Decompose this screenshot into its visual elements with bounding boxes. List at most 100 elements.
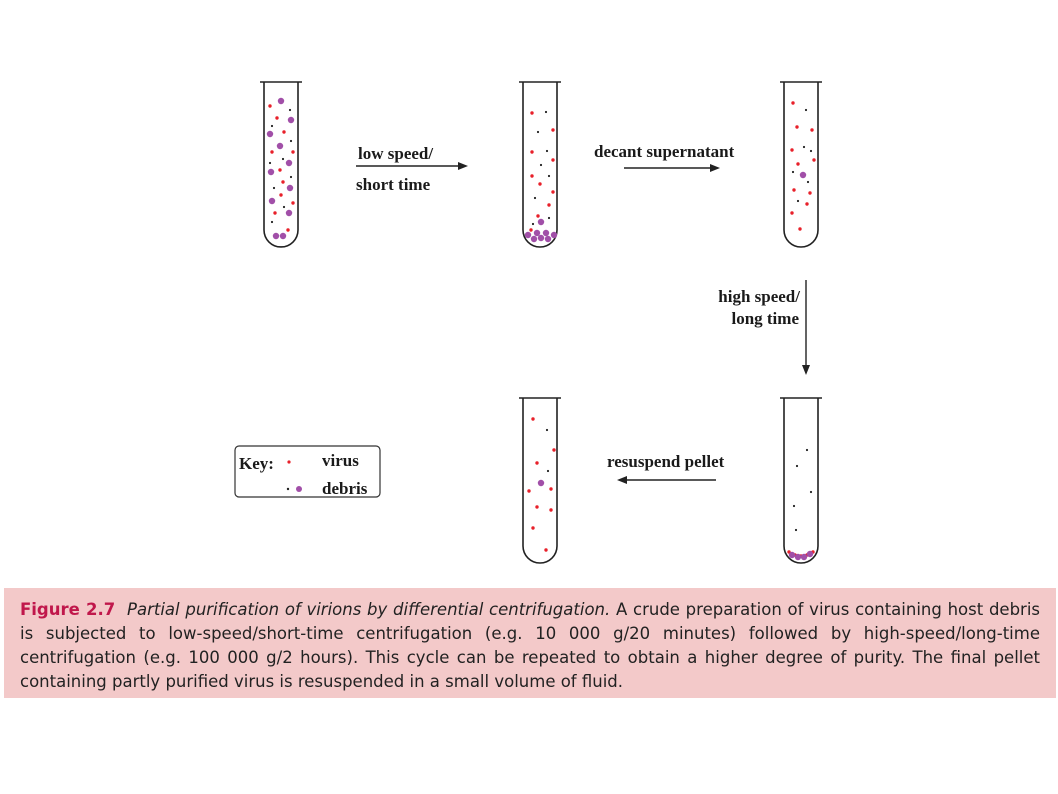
debris-fragment [289, 139, 293, 143]
debris-particle [806, 550, 814, 558]
virus-particle [791, 101, 795, 105]
debris-fragment [545, 428, 549, 432]
arrow-high-speed [802, 280, 810, 375]
debris-particle [268, 197, 276, 205]
debris-particle [287, 116, 295, 124]
virus-particle [547, 203, 551, 207]
tube-resuspended [519, 397, 561, 564]
tube-crude-preparation [260, 81, 302, 248]
virus-particle [275, 116, 279, 120]
virus-particle [268, 104, 272, 108]
debris-particle [799, 171, 807, 179]
virus-particle [808, 191, 812, 195]
arrow-resuspend [617, 476, 716, 484]
debris-fragment [792, 504, 796, 508]
virus-particle [549, 487, 553, 491]
debris-fragment [805, 448, 809, 452]
debris-particle [524, 231, 532, 239]
debris-particle [286, 184, 294, 192]
virus-particle [279, 193, 283, 197]
debris-fragment [795, 464, 799, 468]
virus-particle [792, 188, 796, 192]
virus-particle [530, 174, 534, 178]
debris-fragment [547, 174, 551, 178]
debris-fragment [281, 157, 285, 161]
virus-particle [531, 417, 535, 421]
debris-particle [276, 142, 284, 150]
virus-particle [790, 211, 794, 215]
debris-particle [544, 235, 552, 243]
virus-particle [530, 111, 534, 115]
virus-particle [291, 150, 295, 154]
virus-particle [281, 180, 285, 184]
debris-fragment [289, 175, 293, 179]
virus-particle [551, 158, 555, 162]
debris-fragment [270, 124, 274, 128]
label-high-speed: high speed/ [718, 287, 800, 306]
virus-particle [549, 508, 553, 512]
virus-particle [551, 128, 555, 132]
debris-fragment [809, 490, 813, 494]
figure-label: Figure 2.7 [20, 600, 116, 619]
debris-fragment [806, 180, 810, 184]
debris-fragment [536, 130, 540, 134]
debris-fragment [804, 108, 808, 112]
debris-fragment [270, 220, 274, 224]
tube-after-low-speed-particles [524, 110, 558, 243]
key-debris-label: debris [322, 479, 368, 498]
debris-fragment [544, 110, 548, 114]
virus-particle [552, 448, 556, 452]
tube-supernatant [780, 81, 822, 248]
debris-fragment [539, 163, 543, 167]
virus-particle [273, 211, 277, 215]
virus-particle [812, 158, 816, 162]
virus-particle [544, 548, 548, 552]
virus-particle [536, 214, 540, 218]
virus-particle [527, 489, 531, 493]
virus-particle [805, 202, 809, 206]
virus-particle [286, 228, 290, 232]
debris-fragment [802, 145, 806, 149]
debris-particle [533, 229, 541, 237]
virus-particle [270, 150, 274, 154]
virus-particle [535, 461, 539, 465]
debris-fragment [272, 186, 276, 190]
figure-caption-body: A crude preparation of virus containing … [20, 600, 1041, 691]
debris-particle [285, 209, 293, 217]
virus-particle [810, 128, 814, 132]
tube-after-high-speed [780, 397, 822, 564]
tube-resuspended-particles [527, 417, 556, 552]
virus-particle [795, 125, 799, 129]
virus-particle [291, 201, 295, 205]
key-virus-label: virus [322, 451, 359, 470]
debris-particle [272, 232, 280, 240]
figure-title: Partial purification of virions by diffe… [127, 600, 611, 619]
label-long-time: long time [731, 309, 799, 328]
virus-particle [530, 150, 534, 154]
debris-fragment [809, 149, 813, 153]
virus-particle [529, 228, 533, 232]
debris-fragment [282, 205, 286, 209]
debris-fragment [791, 170, 795, 174]
figure-caption: Figure 2.7 Partial purification of virio… [4, 588, 1056, 698]
label-low-speed: low speed/ [358, 144, 433, 163]
key-box [234, 445, 381, 498]
debris-fragment [533, 196, 537, 200]
debris-particle [266, 130, 274, 138]
debris-fragment [288, 108, 292, 112]
label-decant-supernatant: decant supernatant [594, 142, 735, 161]
virus-particle [796, 162, 800, 166]
label-short-time: short time [356, 175, 431, 194]
virus-particle [551, 190, 555, 194]
tube-supernatant-particles [790, 101, 816, 231]
debris-fragment [545, 149, 549, 153]
virus-particle [535, 505, 539, 509]
debris-fragment [547, 216, 551, 220]
label-resuspend-pellet: resuspend pellet [607, 452, 725, 471]
debris-particle [537, 479, 545, 487]
key-debris-large-dot [296, 486, 302, 492]
debris-particle [794, 553, 802, 561]
debris-fragment [268, 161, 272, 165]
key-virus-dot [287, 460, 291, 464]
